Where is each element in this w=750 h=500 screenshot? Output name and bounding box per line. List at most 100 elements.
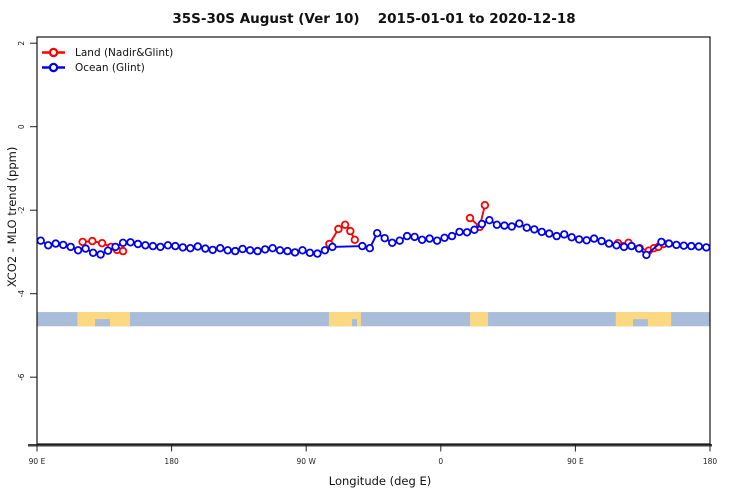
land-data-point — [78, 237, 87, 247]
ocean-data-point — [627, 241, 636, 251]
ocean-data-point — [133, 239, 143, 249]
ocean-data-point — [395, 236, 404, 245]
x-tick-label: 90 W — [297, 457, 317, 466]
ocean-data-point — [103, 246, 113, 255]
y-tick-label: -4 — [17, 290, 26, 298]
ocean-data-point — [545, 229, 554, 238]
ocean-data-point — [44, 241, 53, 250]
ocean-data-point — [260, 245, 270, 254]
ocean-data-point — [612, 241, 621, 250]
ocean-data-point — [470, 225, 479, 234]
y-axis-title: XCO2 - MLO trend (ppm) — [5, 147, 19, 288]
ocean-data-point — [238, 244, 247, 254]
legend-item-land: Land (Nadir&Glint) — [42, 47, 173, 59]
ocean-data-point — [268, 243, 277, 253]
x-tick-label: 90 E — [29, 457, 46, 466]
ocean-data-point — [462, 228, 472, 237]
ocean-data-point — [530, 225, 539, 234]
ocean-data-point — [589, 234, 599, 243]
ocean-data-point — [208, 245, 217, 255]
ocean-data-point — [388, 238, 397, 247]
ocean-data-point — [702, 243, 711, 252]
map-strip-coast-notch — [95, 319, 110, 327]
ocean-data-point — [664, 239, 674, 248]
ocean-data-point — [163, 241, 173, 250]
x-axis-title: Longitude (deg E) — [329, 474, 431, 488]
ocean-data-point — [275, 246, 285, 255]
ocean-data-point — [59, 240, 68, 250]
chart-title: 35S-30S August (Ver 10) 2015-01-01 to 20… — [172, 11, 575, 27]
ocean-data-point — [574, 235, 584, 244]
ocean-data-point — [679, 241, 688, 250]
ocean-data-point — [148, 241, 158, 251]
ocean-data-point — [410, 232, 419, 242]
ocean-data-point — [447, 231, 457, 241]
ocean-data-point — [156, 242, 165, 252]
ocean-data-point — [455, 227, 464, 237]
ocean-data-point — [477, 219, 487, 229]
ocean-data-point — [500, 221, 509, 230]
plot-area: 90 E 180 90 W 0 90 E 180 2 0 -2 -4 -6 — [17, 41, 717, 466]
ocean-data-point — [290, 248, 300, 257]
land-series-marker-icon — [48, 47, 59, 58]
ocean-data-point — [694, 242, 703, 251]
ocean-data-point — [515, 219, 524, 228]
ocean-data-point — [560, 230, 569, 239]
ocean-data-point — [657, 237, 666, 247]
y-tick-label: 0 — [17, 124, 26, 129]
map-strip-ocean — [37, 312, 710, 327]
ocean-data-point — [201, 244, 210, 253]
ocean-data-point — [604, 239, 614, 248]
land-data-point — [334, 224, 343, 234]
ocean-data-point — [485, 215, 494, 225]
ocean-data-point — [522, 223, 531, 232]
ocean-data-point — [66, 242, 75, 252]
x-tick-label: 180 — [164, 457, 179, 466]
ocean-data-point — [567, 233, 576, 242]
ocean-data-point — [230, 246, 240, 256]
ocean-data-point — [193, 242, 202, 251]
ocean-data-point — [73, 246, 83, 255]
ocean-data-point — [597, 236, 606, 246]
ocean-data-point — [440, 233, 449, 242]
ocean-data-point — [358, 241, 367, 251]
ocean-series-marker-icon — [48, 62, 59, 73]
ocean-data-point — [373, 228, 382, 238]
y-tick-label: -6 — [17, 373, 26, 381]
ocean-data-point — [380, 233, 389, 243]
x-axis-line — [28, 444, 712, 447]
ocean-data-point — [619, 242, 629, 252]
y-tick-label: 2 — [17, 41, 26, 46]
ocean-data-point — [634, 244, 644, 253]
ocean-data-point — [178, 243, 187, 252]
legend-label-land: Land (Nadir&Glint) — [75, 47, 173, 59]
ocean-data-point — [51, 239, 60, 248]
legend-label-ocean: Ocean (Glint) — [75, 62, 145, 74]
ocean-data-point — [283, 246, 292, 256]
land-data-point — [118, 246, 128, 256]
ocean-data-point — [245, 246, 255, 255]
map-strip-coast-notch — [632, 319, 648, 327]
ocean-data-point — [215, 243, 225, 253]
ocean-data-point — [402, 231, 412, 241]
ocean-data-point — [320, 246, 330, 255]
x-tick-label: 180 — [703, 457, 718, 466]
ocean-data-point — [253, 246, 262, 256]
ocean-data-point — [126, 238, 135, 247]
ocean-data-point — [432, 236, 442, 245]
ocean-data-point — [642, 250, 651, 260]
ocean-data-point — [223, 246, 232, 255]
map-strip-coast-notch — [351, 319, 358, 327]
ocean-data-point — [88, 248, 98, 257]
plot-box — [36, 36, 711, 445]
ocean-data-point — [425, 234, 434, 243]
ocean-data-point — [111, 242, 120, 252]
land-data-point — [465, 213, 475, 223]
ocean-data-point — [552, 231, 561, 241]
ocean-data-point — [417, 235, 427, 244]
ocean-data-point — [81, 244, 90, 253]
ocean-data-point — [687, 241, 696, 251]
x-tick-label: 90 E — [567, 457, 584, 466]
ocean-data-point — [305, 248, 315, 257]
